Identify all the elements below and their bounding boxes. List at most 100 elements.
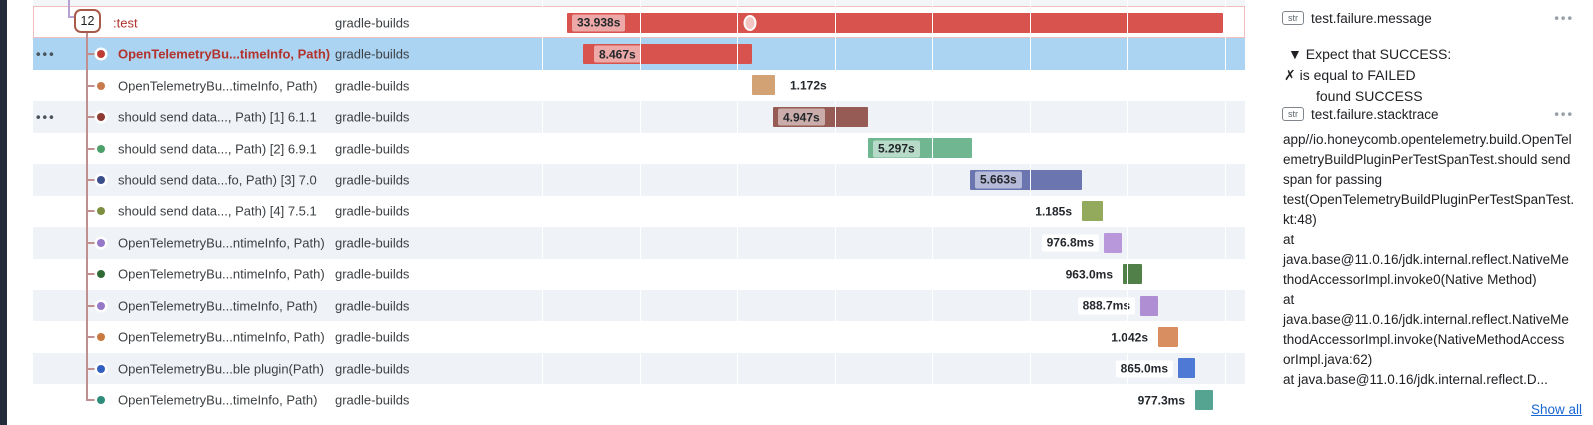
- span-name[interactable]: OpenTelemetryBu...ntimeInfo, Path): [118, 329, 325, 345]
- show-all-link[interactable]: Show all: [1530, 402, 1582, 417]
- tree-branch-line: [86, 116, 97, 119]
- span-duration-bar[interactable]: [1123, 264, 1142, 285]
- span-status-dot: [97, 175, 105, 184]
- stacktrace-line: emetryBuildPluginPerTestSpanTest.should …: [1283, 152, 1571, 167]
- trace-row[interactable]: OpenTelemetryBu...ntimeInfo, Path) gradle…: [33, 259, 1245, 290]
- span-name[interactable]: :test: [113, 15, 138, 31]
- stacktrace-line: java.base@11.0.16/jdk.internal.reflect.N…: [1283, 252, 1569, 267]
- span-status-dot: [97, 364, 105, 373]
- stacktrace-line: kt:48): [1283, 212, 1317, 227]
- trace-row[interactable]: OpenTelemetryBu...ble plugin(Path) gradle…: [33, 352, 1245, 385]
- span-name[interactable]: OpenTelemetryBu...ntimeInfo, Path): [118, 235, 325, 251]
- span-duration-bar[interactable]: [1104, 232, 1122, 253]
- field-menu-icon[interactable]: •••: [1554, 106, 1574, 122]
- service-name: gradle-builds: [335, 266, 410, 282]
- tree-branch-line: [86, 399, 97, 402]
- span-duration-bar[interactable]: [567, 12, 1223, 33]
- tree-branch-line: [86, 84, 97, 87]
- span-name[interactable]: should send data..., Path) [4] 7.5.1: [118, 203, 317, 219]
- span-name[interactable]: OpenTelemetryBu...ntimeInfo, Path): [118, 266, 325, 282]
- trace-row[interactable]: OpenTelemetryBu...ntimeInfo, Path) gradle…: [33, 322, 1245, 353]
- span-status-dot: [97, 144, 105, 153]
- span-duration-bar[interactable]: [752, 75, 775, 96]
- span-event-marker-icon[interactable]: [743, 14, 757, 31]
- tree-branch-line: [86, 241, 97, 244]
- string-type-badge: str: [1282, 11, 1304, 25]
- tree-branch-line: [86, 304, 97, 307]
- span-name[interactable]: should send data..., Path) [1] 6.1.1: [118, 109, 317, 125]
- time-gridline: [1127, 0, 1128, 416]
- trace-row[interactable]: OpenTelemetryBu...timeInfo, Path) gradle-…: [33, 70, 1245, 101]
- service-name: gradle-builds: [335, 298, 410, 314]
- row-content: OpenTelemetryBu...timeInfo, Path) gradle-…: [33, 290, 1245, 321]
- row-content: OpenTelemetryBu...timeInfo, Path) gradle-…: [33, 384, 1245, 415]
- left-dark-edge: [0, 0, 7, 425]
- row-options-icon[interactable]: •••: [36, 46, 56, 62]
- time-gridline: [542, 0, 543, 416]
- service-name: gradle-builds: [335, 392, 410, 408]
- trace-row[interactable]: should send data..., Path) [2] 6.9.1 grad…: [33, 133, 1245, 164]
- trace-row[interactable]: ••• OpenTelemetryBu...timeInfo, Path) grad…: [33, 38, 1245, 70]
- row-content: OpenTelemetryBu...ble plugin(Path) gradle…: [33, 353, 1245, 384]
- span-name[interactable]: OpenTelemetryBu...ble plugin(Path): [118, 361, 324, 377]
- span-name[interactable]: should send data..., Path) [2] 6.9.1: [118, 141, 317, 157]
- time-gridline: [932, 0, 933, 416]
- stacktrace-line: thodAccessorImpl.invoke(NativeMethodAcce…: [1283, 332, 1565, 347]
- span-status-dot: [97, 50, 105, 59]
- row-content: OpenTelemetryBu...ntimeInfo, Path) gradle…: [33, 227, 1245, 258]
- trace-row[interactable]: :test gradle-builds 33.938s: [33, 7, 1245, 38]
- failure-message-line: ✗ is equal to FAILED: [1284, 67, 1416, 83]
- span-name[interactable]: OpenTelemetryBu...timeInfo, Path): [118, 298, 318, 314]
- span-duration-bar[interactable]: [1178, 358, 1195, 379]
- trace-row[interactable]: OpenTelemetryBu...timeInfo, Path) gradle-…: [33, 384, 1245, 415]
- stacktrace-line: app//io.honeycomb.opentelemetry.build.Op…: [1283, 132, 1572, 147]
- service-name: gradle-builds: [335, 109, 410, 125]
- tree-branch-line: [86, 273, 97, 276]
- time-gridline: [1029, 0, 1031, 416]
- row-options-icon[interactable]: •••: [36, 109, 56, 125]
- span-duration-label: 865.0ms: [1115, 360, 1173, 378]
- stacktrace-line: test(OpenTelemetryBuildPluginPerTestSpan…: [1283, 192, 1575, 207]
- span-name[interactable]: OpenTelemetryBu...timeInfo, Path): [118, 46, 331, 62]
- span-duration-label: 5.663s: [975, 171, 1022, 189]
- span-name[interactable]: OpenTelemetryBu...timeInfo, Path): [118, 392, 318, 408]
- span-name[interactable]: should send data...fo, Path) [3] 7.0: [118, 172, 317, 188]
- service-name: gradle-builds: [335, 329, 410, 345]
- tree-branch-line: [86, 210, 97, 213]
- parent-connector-elbow: [68, 16, 76, 18]
- stacktrace-line: thodAccessorImpl.invoke0(Native Method): [1283, 272, 1537, 287]
- tree-trunk-line: [86, 32, 88, 402]
- span-detail-panel: str test.failure.message ••• ▼ Expect th…: [1282, 0, 1593, 425]
- span-duration-label: 5.297s: [873, 140, 920, 158]
- collapsed-children-badge[interactable]: 12: [74, 9, 101, 33]
- trace-row[interactable]: ••• should send data..., Path) [1] 6.1.1 g…: [33, 101, 1245, 133]
- trace-row[interactable]: OpenTelemetryBu...ntimeInfo, Path) gradle…: [33, 227, 1245, 259]
- row-content: should send data..., Path) [4] 7.5.1 grad…: [33, 196, 1245, 227]
- trace-row[interactable]: OpenTelemetryBu...timeInfo, Path) gradle-…: [33, 290, 1245, 322]
- field-menu-icon[interactable]: •••: [1554, 10, 1574, 26]
- trace-row[interactable]: should send data..., Path) [4] 7.5.1 grad…: [33, 196, 1245, 227]
- span-duration-label: 33.938s: [572, 14, 626, 32]
- span-name[interactable]: OpenTelemetryBu...timeInfo, Path): [118, 78, 318, 94]
- row-content: :test gradle-builds 33.938s: [33, 7, 1245, 38]
- time-gridline: [1224, 0, 1226, 416]
- field-test-failure-stacktrace: str test.failure.stacktrace •••: [1282, 104, 1582, 124]
- span-duration-bar[interactable]: [1158, 327, 1178, 347]
- span-duration-label: 1.185s: [1030, 202, 1077, 220]
- service-name: gradle-builds: [335, 361, 410, 377]
- tree-branch-line: [86, 178, 97, 181]
- span-duration-bar[interactable]: [1140, 295, 1158, 316]
- span-status-dot: [97, 333, 105, 342]
- span-status-dot: [97, 207, 105, 216]
- string-type-badge: str: [1282, 107, 1304, 121]
- trace-row[interactable]: should send data...fo, Path) [3] 7.0 grad…: [33, 164, 1245, 196]
- stacktrace-line: at: [1283, 232, 1295, 247]
- trace-span-table: :test gradle-builds 33.938s ••• OpenTelemetr…: [33, 0, 1245, 425]
- span-duration-label: 1.042s: [1106, 328, 1153, 346]
- span-duration-bar[interactable]: [1082, 201, 1103, 222]
- span-duration-bar[interactable]: [1195, 389, 1213, 410]
- span-duration-label: 976.8ms: [1041, 234, 1099, 252]
- service-name: gradle-builds: [335, 46, 410, 62]
- span-status-dot: [97, 238, 105, 247]
